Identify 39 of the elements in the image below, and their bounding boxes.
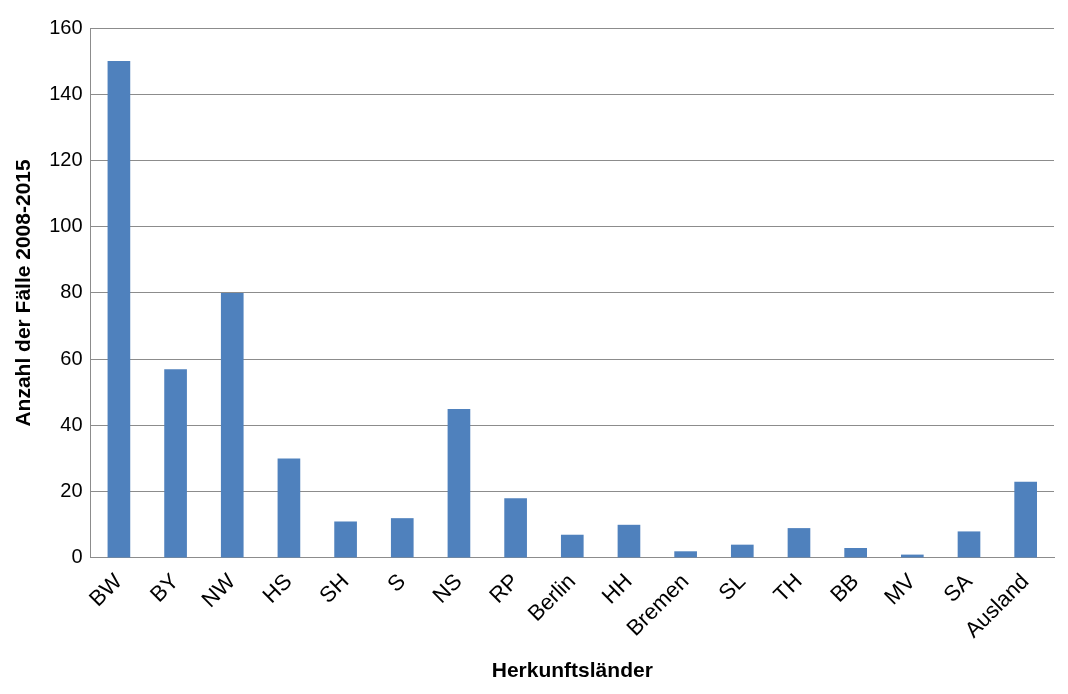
x-axis-title: Herkunftsländer [491,658,653,682]
x-tick-label: MV [879,568,921,610]
x-tick-label: BW [83,568,127,612]
bar [334,521,357,558]
x-tick-label: TH [768,568,807,607]
y-tick-label: 20 [60,479,83,502]
y-tick-label: 80 [60,280,83,303]
bar [560,534,584,558]
bar [617,524,641,558]
x-tick-label: S [382,568,411,597]
bar [844,547,867,558]
bar [1014,481,1037,558]
bar [674,551,697,558]
bar [164,369,187,558]
x-tick-label: NW [196,568,241,612]
bar [220,292,244,558]
y-tick-label: 0 [71,545,83,568]
y-tick-label: 100 [49,214,83,237]
y-tick-label: 60 [60,346,83,369]
y-tick-label: 160 [49,15,83,38]
bar [447,408,471,558]
bar [107,61,131,558]
bar [277,458,301,558]
x-tick-label: SL [713,568,751,606]
bar [787,528,811,558]
y-axis-title: Anzahl der Fälle 2008-2015 [11,158,35,427]
x-tick-label: HS [257,568,297,608]
y-tick-label: 140 [49,81,83,104]
x-tick-label: NS [427,568,467,608]
bar [504,498,527,558]
y-tick-label: 120 [49,147,83,170]
x-tick-label: BY [144,568,184,607]
x-tick-label: RP [484,568,524,608]
y-tick-label: 40 [60,412,83,435]
x-tick-label: SH [314,568,354,608]
x-tick-label: BB [825,568,864,607]
bar [730,544,754,558]
bar [957,531,981,558]
bar [390,518,414,558]
